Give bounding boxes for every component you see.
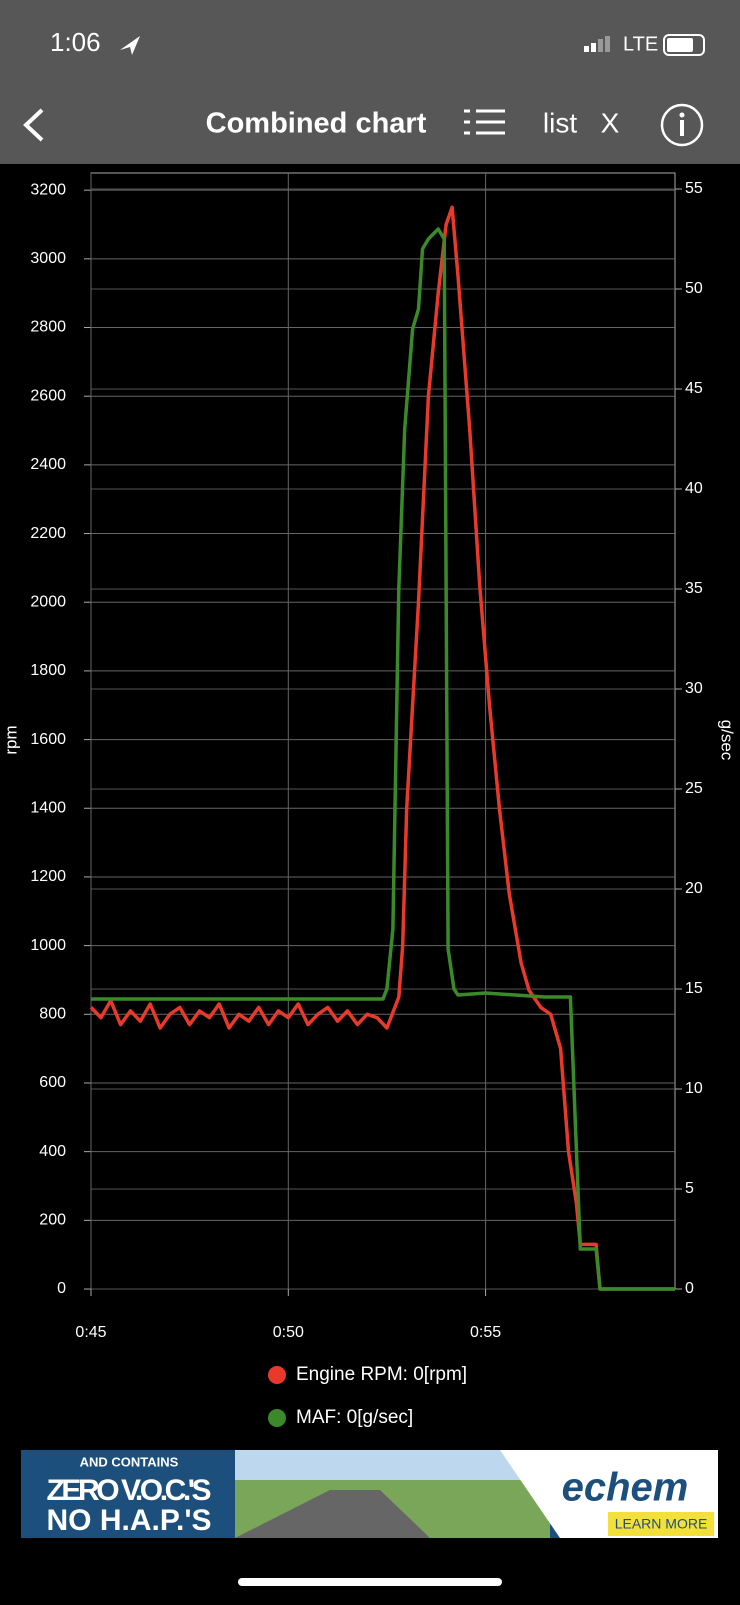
home-indicator	[238, 1578, 502, 1586]
y-tick-label: 1600	[30, 731, 66, 748]
location-icon	[120, 36, 140, 55]
series-line	[91, 227, 675, 1291]
signal-icon	[584, 36, 610, 52]
y-tick-label: 800	[39, 1006, 66, 1023]
y2-axis-label: g/sec	[718, 720, 737, 761]
y2-tick-label: 50	[685, 280, 703, 297]
y-axis-label: rpm	[1, 725, 20, 754]
y-tick-label: 200	[39, 1212, 66, 1229]
plot-frame	[90, 172, 676, 1290]
y2-tick-label: 45	[685, 380, 703, 397]
list-button[interactable]: list	[543, 107, 577, 138]
x-tick-label: 0:45	[75, 1324, 106, 1341]
ad-text: ZERO V.O.C.'S	[47, 1474, 212, 1507]
y2-tick-label: 15	[685, 980, 703, 997]
y-tick-label: 1200	[30, 868, 66, 885]
y-tick-label: 1000	[30, 937, 66, 954]
y2-tick-label: 35	[685, 580, 703, 597]
legend-marker	[268, 1366, 286, 1384]
y2-tick-label: 20	[685, 880, 703, 897]
ad-cta[interactable]: LEARN MORE	[615, 1516, 708, 1532]
battery-icon	[663, 34, 705, 56]
x-tick-label: 0:50	[273, 1324, 304, 1341]
y2-tick-label: 40	[685, 480, 703, 497]
y-tick-label: 0	[57, 1280, 66, 1297]
legend-marker	[268, 1409, 286, 1427]
y2-tick-label: 0	[685, 1280, 694, 1297]
chart: 0200400600800100012001400160018002000220…	[1, 172, 737, 1428]
y-tick-label: 1400	[30, 799, 66, 816]
y-tick-label: 1800	[30, 662, 66, 679]
x-tick-label: 0:55	[470, 1324, 501, 1341]
close-button[interactable]: X	[601, 107, 620, 138]
y2-tick-label: 25	[685, 780, 703, 797]
y-tick-label: 3000	[30, 250, 66, 267]
y2-tick-label: 10	[685, 1080, 703, 1097]
legend-label: MAF: 0[g/sec]	[296, 1407, 413, 1428]
back-button[interactable]	[23, 108, 44, 142]
legend-label: Engine RPM: 0[rpm]	[296, 1364, 467, 1385]
y-tick-label: 600	[39, 1074, 66, 1091]
y-tick-label: 2200	[30, 525, 66, 542]
y-tick-label: 2600	[30, 387, 66, 404]
ad-sky	[235, 1450, 550, 1480]
ad-banner[interactable]: AND CONTAINS ZERO V.O.C.'S NO H.A.P.'S e…	[21, 1450, 718, 1538]
series-line	[89, 205, 675, 1291]
battery-level	[667, 38, 693, 52]
ad-road	[235, 1490, 430, 1538]
y-tick-label: 2800	[30, 319, 66, 336]
top-bar	[0, 0, 740, 164]
info-glyph	[679, 112, 685, 136]
y-tick-label: 400	[39, 1143, 66, 1160]
y-tick-label: 3200	[30, 181, 66, 198]
ad-cta-bg	[608, 1512, 714, 1536]
y2-tick-label: 55	[685, 180, 703, 197]
ad-text: NO H.A.P.'S	[47, 1504, 212, 1537]
y-tick-label: 2000	[30, 593, 66, 610]
ad-brand: echem	[562, 1466, 689, 1510]
header-title: Combined chart	[206, 108, 427, 140]
y2-tick-label: 5	[685, 1180, 694, 1197]
info-button[interactable]	[660, 103, 704, 147]
list-icon[interactable]	[464, 109, 505, 135]
status-time: 1:06	[50, 27, 101, 57]
y2-tick-label: 30	[685, 680, 703, 697]
y-tick-label: 2400	[30, 456, 66, 473]
ad-text: AND CONTAINS	[80, 1454, 179, 1469]
network-label: LTE	[623, 33, 658, 55]
